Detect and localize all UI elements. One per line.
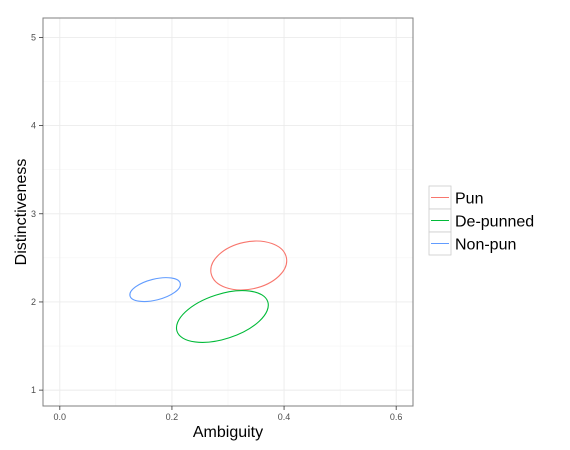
data-layer — [129, 240, 288, 343]
x-tick-label: 0.2 — [166, 412, 179, 422]
legend-label-de-punned: De-punned — [455, 214, 534, 231]
legend-label-non-pun: Non-pun — [455, 237, 516, 254]
y-axis-title: Distinctiveness — [13, 159, 30, 266]
ellipse-non-pun — [129, 277, 181, 303]
legend-label-pun: Pun — [455, 191, 483, 208]
panel-border — [42, 17, 414, 407]
x-axis-title: Ambiguity — [193, 424, 263, 441]
grid — [43, 18, 413, 406]
axes: 0.0 0.2 0.4 0.6 1 2 3 4 5 — [31, 32, 402, 422]
x-tick-label: 0.0 — [54, 412, 67, 422]
y-tick-label: 1 — [31, 385, 36, 395]
y-tick-label: 3 — [31, 209, 36, 219]
x-tick-label: 0.4 — [278, 412, 291, 422]
y-tick-label: 4 — [31, 121, 36, 131]
ellipse-pun — [210, 240, 288, 291]
x-tick-label: 0.6 — [390, 412, 403, 422]
legend: Pun De-punned Non-pun — [428, 185, 534, 256]
ellipse-de-punned — [175, 290, 269, 343]
y-tick-label: 2 — [31, 297, 36, 307]
y-tick-label: 5 — [31, 32, 36, 42]
